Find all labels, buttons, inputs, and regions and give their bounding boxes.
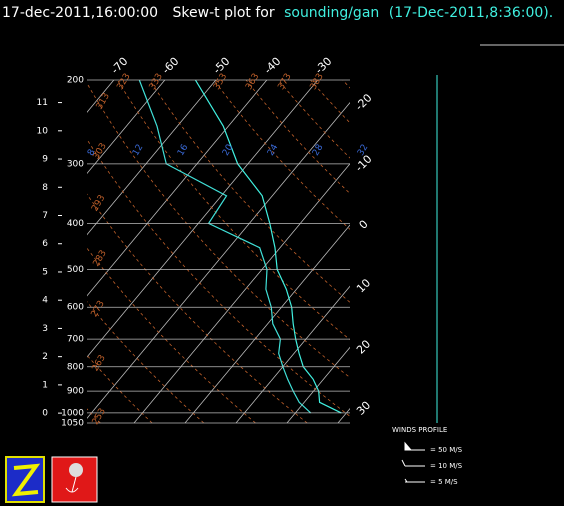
dry-adiabat-label: 273 — [90, 299, 107, 319]
mixing-ratio-label: 24 — [266, 143, 281, 158]
temperature-label: -60 — [160, 55, 182, 77]
dry-adiabat — [87, 354, 153, 423]
pressure-label: 900 — [67, 387, 84, 397]
pressure-label: 1000 — [61, 408, 84, 418]
logo-balloon-line — [65, 476, 79, 493]
title-time: (17-Dec-2011,8:36:00). — [389, 5, 553, 21]
height-label: 0 — [42, 409, 48, 419]
temperature-profile — [194, 80, 342, 414]
wind-legend: WINDS PROFILE = 50 M/S = 10 M/S = 5 M/S — [392, 426, 463, 486]
pressure-label: 500 — [67, 265, 84, 275]
dry-adiabat-label: 353 — [212, 72, 229, 92]
dry-adiabat — [87, 82, 350, 379]
height-label: 6 — [42, 239, 48, 249]
isotherm — [87, 80, 217, 236]
pressure-label: 1050 — [61, 419, 84, 429]
height-label: 8 — [42, 183, 48, 193]
dry-adiabat — [87, 138, 350, 417]
dry-adiabat — [87, 193, 308, 423]
dry-adiabat-label: 253 — [91, 407, 108, 427]
mixing-ratio-label: 28 — [311, 143, 326, 158]
pressure-label: 400 — [67, 219, 84, 229]
height-label: 10 — [37, 126, 49, 136]
temperature-label: 20 — [354, 338, 373, 357]
height-label: 9 — [42, 155, 48, 165]
logo-z-glyph — [11, 463, 41, 497]
pressure-label: 200 — [67, 76, 84, 86]
mixing-ratio-label: 16 — [176, 143, 191, 158]
dry-adiabat — [149, 80, 350, 303]
isotherm — [235, 285, 350, 423]
dry-adiabat — [342, 80, 350, 89]
height-label: 2 — [42, 352, 48, 362]
height-label: 3 — [42, 324, 48, 334]
height-label: 1 — [42, 380, 48, 390]
title: 17-dec-2011,16:00:00 Skew-t plot for sou… — [2, 5, 553, 21]
title-date: 17-dec-2011,16:00:00 — [2, 5, 158, 21]
pressure-label: 700 — [67, 335, 84, 345]
wind-legend-entry: = 10 M/S — [430, 462, 463, 470]
isotherm — [133, 163, 350, 423]
logo-balloon-glyph — [69, 463, 83, 477]
mixing-ratio-label: 12 — [131, 143, 145, 158]
dry-adiabat — [87, 408, 101, 423]
height-label: 4 — [42, 296, 48, 306]
temperature-label: 10 — [354, 276, 373, 295]
height-label: 11 — [37, 98, 48, 108]
pressure-label: 300 — [67, 159, 84, 169]
temperature-label: 0 — [357, 218, 371, 232]
height-label: 5 — [42, 267, 48, 277]
dry-adiabat — [245, 80, 350, 195]
isotherm — [184, 224, 350, 423]
mixing-ratio-label: 20 — [221, 143, 236, 158]
temperature-label: -40 — [262, 55, 284, 77]
wind-legend-entry: = 50 M/S — [430, 446, 463, 454]
dry-adiabat-label: 373 — [276, 72, 293, 92]
plot-area — [87, 80, 350, 423]
isotherm — [337, 407, 350, 423]
barb-10 — [401, 459, 425, 467]
dry-adiabat — [277, 80, 350, 159]
mixing-ratio-label: 32 — [356, 143, 370, 158]
barb-50 — [404, 441, 425, 451]
wind-legend-entry: = 5 M/S — [430, 478, 458, 486]
dry-adiabat-label: 313 — [95, 92, 112, 112]
height-label: 7 — [42, 211, 48, 221]
temperature-label: -20 — [353, 91, 375, 113]
wind-legend-title: WINDS PROFILE — [392, 426, 447, 434]
dry-adiabat — [87, 301, 205, 423]
isotherm — [87, 80, 268, 297]
isotherm — [286, 346, 350, 423]
dry-adiabat-label: 363 — [244, 72, 261, 92]
temperature-label: -70 — [109, 55, 131, 77]
title-station: sounding/gan — [284, 5, 379, 21]
dry-adiabat-label: 333 — [148, 72, 165, 92]
pressure-label: 800 — [67, 362, 84, 372]
isotherm — [87, 80, 319, 358]
dry-adiabat-label: 263 — [91, 353, 108, 373]
dry-adiabat — [213, 80, 350, 230]
dry-adiabat-label: 293 — [90, 193, 107, 213]
barb-5 — [404, 478, 425, 483]
mixing-ratio-label: 8 — [86, 148, 98, 158]
isotherm — [87, 80, 166, 175]
isotherm — [87, 101, 350, 419]
title-text: Skew-t plot for — [173, 5, 275, 21]
temperature-label: 30 — [354, 399, 373, 418]
logos — [5, 456, 98, 503]
dry-adiabat-label: 283 — [92, 249, 109, 269]
dry-adiabat — [117, 80, 350, 341]
pressure-label: 600 — [67, 303, 84, 313]
